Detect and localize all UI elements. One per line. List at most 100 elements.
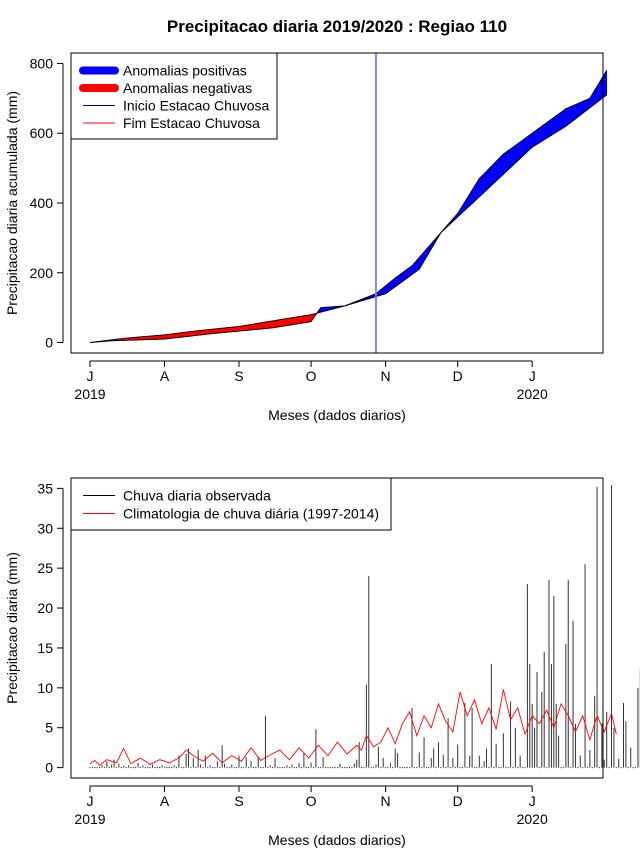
rain-bar [180,767,182,769]
rain-bar [284,767,286,769]
rain-bar [156,767,158,769]
bottom-y-tick-label: 5 [45,720,53,736]
rain-bar [562,767,565,769]
climatology-daily-line [89,689,617,766]
rain-bar [317,767,319,769]
rain-bar [332,767,334,769]
rain-bar [336,767,339,769]
bottom-legend: Chuva diaria observada Climatologia de ch… [70,477,392,531]
rain-bar [387,767,389,769]
rain-bar [560,767,562,769]
rain-bar [598,767,601,769]
rain-bar [233,767,235,769]
rain-bar [507,767,509,769]
rain-bar [517,767,519,769]
rain-bar [183,767,185,769]
rain-bar [130,767,132,769]
rain-bar [521,767,524,769]
bottom-x-tick-label: J [87,793,94,809]
rain-bar [108,767,110,769]
rain-bar [248,767,250,769]
rain-bar [120,767,122,769]
rain-bar [524,767,526,769]
rain-bar [445,767,447,769]
rain-bar [493,767,495,769]
rain-bar [252,767,255,769]
bottom-y-tick-label: 10 [37,680,53,696]
top-x-tick-label: A [160,368,170,384]
rain-bar [211,767,214,769]
rain-bar [481,767,483,769]
rain-bar [360,767,363,769]
rain-bar [466,767,468,769]
top-year-label: 2020 [517,386,548,402]
rain-bar [154,767,156,769]
top-y-tick-label: 0 [45,335,53,351]
rain-bar [406,767,408,769]
rain-bar [279,767,281,769]
rain-bar [260,767,262,769]
rain-bar [293,767,295,769]
rain-bar [421,767,423,769]
rain-bar [281,767,283,769]
bottom-legend-box [70,477,392,531]
rain-bar [346,767,348,769]
rain-bar [115,767,118,769]
rain-bar [401,767,404,769]
bottom-year-label: 2019 [74,811,105,827]
rain-bar [262,767,264,769]
rain-bar [243,767,245,769]
rain-bar [582,767,584,769]
bottom-x-tick-label: O [306,793,317,809]
top-legend-label: Anomalias negativas [123,80,252,96]
rain-bar [300,767,303,769]
rain-bar [308,767,310,769]
bottom-y-tick-label: 20 [37,600,53,616]
bottom-plot: 0 5 10 15 20 25 30 35 J A S O N D J 2019 2020 Chuva diari… [37,477,640,827]
rain-bar [91,767,94,769]
top-x-tick-label: N [381,368,391,384]
bottom-y-tick-label: 35 [37,480,53,496]
rain-bar [634,767,637,769]
rain-bar [608,767,610,769]
rain-bar [505,767,507,769]
rain-bar [324,767,327,769]
rain-bar [214,767,216,769]
rain-bar [235,767,238,769]
rain-bar [175,767,178,769]
rain-bar [139,767,142,769]
rain-bar [351,767,353,769]
rain-bar [305,767,307,769]
positive-anomaly-area [315,69,607,316]
bottom-x-tick-label: A [160,793,170,809]
rain-bar [372,767,375,769]
top-plot-frame [70,52,604,354]
rain-bar [449,767,452,769]
rain-bar [344,767,346,769]
rain-bar [96,767,98,769]
rain-bar [94,767,96,769]
rain-bar [159,767,161,769]
rain-bar [147,767,149,769]
bottom-legend-label: Chuva diaria observada [123,488,271,504]
top-x-tick-label: D [453,368,463,384]
rain-bar [404,767,406,769]
bottom-y-tick-label: 30 [37,520,53,536]
rain-bar [627,767,629,769]
rain-bar [99,767,101,769]
rain-bar [399,767,401,769]
rain-bar [615,767,617,769]
rain-bar [591,767,593,769]
top-y-tick-label: 200 [30,265,54,281]
top-legend-label: Fim Estacao Chuvosa [123,115,260,131]
bottom-x-tick-label: N [381,793,391,809]
rain-bar [267,767,269,769]
rain-bar [488,767,490,769]
rain-bar [392,767,394,769]
rain-bar [255,767,257,769]
rain-bar [435,767,437,769]
chart-title: Precipitacao diaria 2019/2020 : Regiao 1… [167,17,507,36]
top-y-tick-label: 400 [30,195,54,211]
bottom-x-tick-label: J [529,793,536,809]
